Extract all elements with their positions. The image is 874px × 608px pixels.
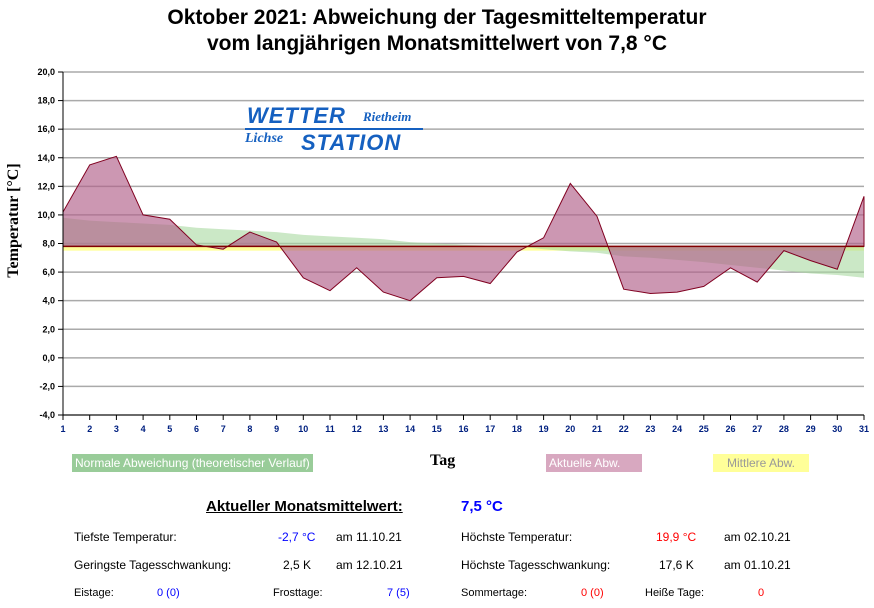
x-tick-label: 13	[378, 424, 388, 434]
chart-title-line1: Oktober 2021: Abweichung der Tagesmittel…	[167, 6, 707, 29]
x-tick-label: 8	[247, 424, 252, 434]
x-tick-label: 17	[485, 424, 495, 434]
x-tick-label: 9	[274, 424, 279, 434]
y-tick-label: 6,0	[42, 267, 55, 277]
mean-label: Aktueller Monatsmittelwert:	[206, 498, 403, 515]
x-tick-label: 21	[592, 424, 602, 434]
x-tick-label: 6	[194, 424, 199, 434]
y-tick-label: 18,0	[37, 96, 55, 106]
y-tick-label: -2,0	[39, 381, 55, 391]
logo-rietheim: Rietheim	[363, 109, 412, 124]
x-tick-label: 20	[565, 424, 575, 434]
legend-mittlere: Mittlere Abw.	[713, 454, 809, 472]
logo-lichse: Lichse	[245, 131, 284, 146]
actual-deviation-area	[62, 155, 865, 302]
y-axis-label: Temperatur [°C]	[5, 163, 22, 277]
x-tick-label: 26	[725, 424, 735, 434]
y-tick-label: 0,0	[42, 353, 55, 363]
x-axis-label: Tag	[430, 452, 456, 469]
x-tick-label: 7	[221, 424, 226, 434]
logo-wetter: WETTER	[247, 103, 346, 128]
x-tick-label: 28	[779, 424, 789, 434]
max-range-value: 17,6 K	[659, 558, 694, 572]
x-tick-label: 31	[859, 424, 869, 434]
mean-value: 7,5 °C	[461, 498, 503, 515]
max-temp-label: Höchste Temperatur:	[461, 530, 573, 544]
y-tick-label: 12,0	[37, 181, 55, 191]
y-tick-label: 8,0	[42, 239, 55, 249]
sommertage-value: 0 (0)	[581, 587, 604, 599]
logo-station: STATION	[301, 130, 402, 155]
min-temp-label: Tiefste Temperatur:	[74, 530, 177, 544]
x-tick-label: 4	[141, 424, 146, 434]
x-tick-label: 27	[752, 424, 762, 434]
max-temp-date: am 02.10.21	[724, 530, 791, 544]
min-range-label: Geringste Tagesschwankung:	[74, 558, 232, 572]
x-tick-label: 29	[806, 424, 816, 434]
x-tick-label: 12	[352, 424, 362, 434]
x-tick-label: 5	[167, 424, 172, 434]
x-tick-label: 30	[832, 424, 842, 434]
y-tick-label: 10,0	[37, 210, 55, 220]
max-temp-value: 19,9 °C	[656, 530, 697, 544]
x-tick-label: 3	[114, 424, 119, 434]
logo: WETTER Rietheim Lichse STATION	[245, 103, 425, 158]
legend-aktuell: Aktuelle Abw.	[546, 454, 642, 472]
y-tick-label: 20,0	[37, 67, 55, 77]
x-tick-label: 19	[539, 424, 549, 434]
min-temp-date: am 11.10.21	[336, 530, 402, 544]
chart-plot: 20,0 18,0 16,0 14,0 12,0 10,0 8,0 6,0 4,0 2,0 0,0 -…	[5, 67, 869, 434]
x-tick-label: 2	[87, 424, 92, 434]
eistage-value: 0 (0)	[157, 587, 180, 599]
logo-divider	[245, 128, 423, 130]
x-tick-label: 11	[325, 424, 335, 434]
legend-normal: Normale Abweichung (theoretischer Verlau…	[72, 454, 313, 472]
x-tick-label: 10	[298, 424, 308, 434]
frosttage-label: Frosttage:	[273, 587, 323, 599]
x-tick-label: 22	[619, 424, 629, 434]
x-tick-label: 15	[432, 424, 442, 434]
y-tick-label: 16,0	[37, 124, 55, 134]
x-tick-label: 23	[645, 424, 655, 434]
min-temp-value: -2,7 °C	[278, 530, 316, 544]
frosttage-value: 7 (5)	[387, 587, 410, 599]
x-tick-label: 25	[699, 424, 709, 434]
eistage-label: Eistage:	[74, 587, 114, 599]
min-range-value: 2,5 K	[283, 558, 312, 572]
max-range-label: Höchste Tagesschwankung:	[461, 558, 611, 572]
normal-deviation-area	[63, 217, 864, 278]
heisse-tage-label: Heiße Tage:	[645, 587, 705, 599]
x-tick-label: 16	[458, 424, 468, 434]
heisse-tage-value: 0	[758, 587, 765, 599]
x-tick-label: 18	[512, 424, 522, 434]
sommertage-label: Sommertage:	[461, 587, 528, 599]
y-tick-label: 4,0	[42, 296, 55, 306]
y-tick-label: 2,0	[42, 324, 55, 334]
chart-title-line2: vom langjährigen Monatsmittelwert von 7,…	[207, 32, 667, 55]
x-tick-label: 24	[672, 424, 682, 434]
x-tick-label: 1	[60, 424, 65, 434]
x-tick-label: 14	[405, 424, 415, 434]
max-range-date: am 01.10.21	[724, 558, 791, 572]
y-tick-label: -4,0	[39, 410, 55, 420]
min-range-date: am 12.10.21	[336, 558, 403, 572]
y-tick-label: 14,0	[37, 153, 55, 163]
